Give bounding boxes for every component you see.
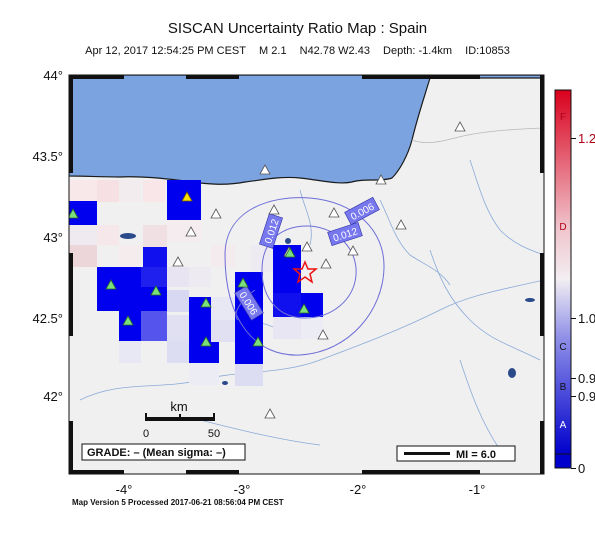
station-marker: [185, 226, 197, 237]
lon-label-m4: -4°: [116, 482, 133, 497]
lat-label-42: 42°: [43, 389, 63, 404]
scale-bar: km 0 50: [143, 399, 220, 440]
event-location: N42.78 W2.43: [299, 45, 370, 57]
station-marker: [264, 408, 276, 419]
lon-label-m2: -2°: [350, 482, 367, 497]
mi-legend-text: MI = 6.0: [456, 449, 496, 461]
station-marker: [284, 247, 296, 258]
grade-letter-a: A: [560, 420, 567, 431]
lon-label-m1: -1°: [469, 482, 486, 497]
scale-min: 0: [143, 428, 149, 440]
grade-letter-d: D: [559, 222, 566, 233]
lon-label-m3: -3°: [234, 482, 251, 497]
longitude-labels: -4° -3° -2° -1°: [116, 482, 486, 497]
station-marker: [200, 336, 212, 347]
colorbar-value-2: 0.9: [578, 371, 595, 386]
colorbar: F D C B A 1.2 1.0 0.9 0.9 0: [554, 89, 595, 476]
lat-label-43-5: 43.5°: [32, 149, 63, 164]
station-marker: [328, 207, 340, 218]
grade-letter-f: F: [560, 112, 566, 123]
border-line: [411, 127, 544, 144]
grade-box: GRADE: – (Mean sigma: –): [81, 443, 246, 461]
colorbar-value-3: 0.9: [578, 389, 595, 404]
colorbar-value-1: 1.0: [578, 311, 595, 326]
epicenter-star: [291, 260, 319, 284]
station-marker: [395, 219, 407, 230]
station-marker: [210, 208, 222, 219]
colorbar-value-top: 1.2: [578, 131, 595, 146]
station-marker: [375, 174, 387, 185]
event-magnitude: M 2.1: [259, 45, 287, 57]
colorbar-value-0: 0: [578, 461, 585, 476]
grade-letter-b: B: [560, 382, 567, 393]
station-marker: [172, 256, 184, 267]
station-marker: [259, 164, 271, 175]
station-marker: [181, 191, 193, 202]
mi-legend: MI = 6.0: [396, 445, 516, 462]
station-marker: [317, 329, 329, 340]
uncertainty-cells: [69, 180, 323, 386]
frame-ticks: [69, 75, 544, 474]
lat-label-42-5: 42.5°: [32, 311, 63, 326]
station-marker: [200, 297, 212, 308]
grade-text: GRADE: – (Mean sigma: –): [87, 447, 226, 459]
station-marker: [301, 241, 313, 252]
station-marker: [298, 303, 310, 314]
event-depth: Depth: -1.4km: [383, 45, 453, 57]
lat-label-43: 43°: [43, 230, 63, 245]
station-marker: [268, 204, 280, 215]
grade-letter-c: C: [559, 342, 566, 353]
station-marker: [237, 277, 249, 288]
event-date: Apr 12, 2017 12:54:25 PM CEST: [85, 45, 246, 57]
map-footer: Map Version 5 Processed 2017-06-21 08:56…: [72, 498, 284, 507]
station-marker: [347, 245, 359, 256]
lat-label-44: 44°: [43, 68, 63, 83]
event-id: ID:10853: [465, 45, 510, 57]
station-marker: [454, 121, 466, 132]
station-marker: [150, 285, 162, 296]
station-marker: [122, 315, 134, 326]
seismic-stations: [69, 121, 466, 419]
station-marker: [69, 208, 79, 219]
event-subtitle: Apr 12, 2017 12:54:25 PM CEST M 2.1 N42.…: [0, 45, 595, 57]
scale-max: 50: [208, 428, 220, 440]
station-marker: [252, 336, 264, 347]
map-title: SISCAN Uncertainty Ratio Map : Spain: [167, 20, 428, 37]
latitude-labels: 44° 43.5° 43° 42.5° 42°: [32, 68, 63, 404]
station-marker: [320, 258, 332, 269]
scale-unit: km: [170, 399, 187, 414]
station-marker: [105, 279, 117, 290]
